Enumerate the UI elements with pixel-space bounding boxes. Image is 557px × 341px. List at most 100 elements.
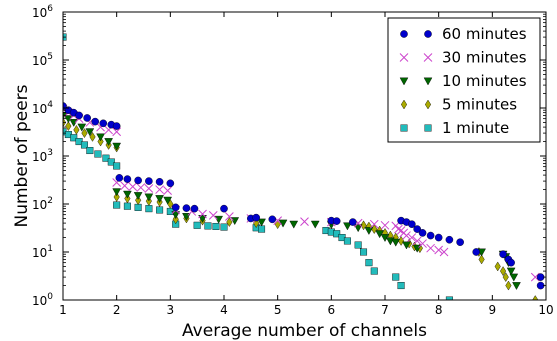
x-tick-label: 5: [274, 303, 282, 317]
data-point-60-minutes: [413, 225, 422, 233]
x-tick-label: 8: [435, 303, 443, 317]
y-tick-label: 104: [32, 100, 53, 116]
data-point-10-minutes: [198, 215, 207, 223]
data-point-5-minutes: [502, 272, 509, 282]
data-point-30-minutes: [120, 181, 130, 191]
data-point-5-minutes: [65, 121, 72, 131]
data-point-10-minutes: [509, 273, 519, 282]
legend-marker-30-minutes: [399, 53, 409, 62]
data-point-30-minutes: [163, 186, 173, 195]
data-point-1-minute: [94, 150, 102, 158]
data-point-60-minutes: [171, 203, 180, 212]
x-tick-label: 3: [167, 303, 175, 317]
data-point-10-minutes: [163, 196, 172, 205]
x-tick-label: 4: [220, 303, 228, 317]
legend-label-5-minutes: 5 minutes: [442, 96, 517, 114]
data-point-5-minutes: [97, 136, 104, 147]
data-point-5-minutes: [113, 192, 120, 202]
data-point-30-minutes: [369, 219, 379, 229]
legend-marker-30-minutes: [423, 53, 433, 62]
legend-marker-1-minute: [400, 124, 408, 132]
data-point-30-minutes: [412, 236, 422, 246]
data-point-5-minutes: [73, 125, 80, 135]
data-point-10-minutes: [104, 138, 113, 146]
x-tick-label: 10: [538, 303, 553, 317]
data-point-30-minutes: [426, 243, 435, 253]
y-tick-label: 100: [32, 292, 53, 308]
data-point-10-minutes: [353, 224, 363, 233]
legend-label-10-minutes: 10 minutes: [442, 72, 527, 90]
y-tick-label: 101: [32, 244, 53, 260]
legend-box: [387, 17, 541, 143]
data-point-1-minute: [123, 202, 131, 210]
data-point-1-minute: [70, 134, 78, 142]
x-tick-label: 6: [328, 303, 336, 317]
y-tick-label: 103: [32, 148, 53, 164]
data-point-60-minutes: [115, 174, 124, 182]
data-point-30-minutes: [155, 185, 164, 194]
data-point-10-minutes: [112, 142, 122, 151]
y-tick-label: 106: [32, 4, 53, 20]
data-point-30-minutes: [434, 245, 444, 255]
data-point-10-minutes: [77, 123, 87, 132]
data-point-1-minute: [365, 259, 373, 267]
data-point-1-minute: [80, 141, 88, 149]
data-point-30-minutes: [300, 217, 309, 226]
data-point-60-minutes: [190, 204, 199, 213]
series-1-minute: [63, 33, 453, 300]
data-point-30-minutes: [225, 212, 234, 221]
data-point-60-minutes: [268, 215, 277, 224]
data-point-10-minutes: [69, 119, 79, 127]
data-point-10-minutes: [155, 195, 164, 203]
data-point-10-minutes: [512, 282, 521, 290]
data-point-60-minutes: [499, 250, 507, 258]
data-point-1-minute: [113, 162, 121, 170]
data-point-1-minute: [392, 273, 400, 281]
legend-marker-60-minutes: [400, 30, 408, 38]
data-point-5-minutes: [398, 236, 405, 246]
data-point-60-minutes: [99, 119, 108, 128]
data-point-1-minute: [445, 296, 453, 300]
data-point-5-minutes: [500, 266, 507, 276]
data-point-10-minutes: [506, 267, 516, 276]
data-point-10-minutes: [171, 211, 181, 220]
data-point-30-minutes: [407, 233, 417, 242]
data-point-60-minutes: [166, 179, 175, 188]
data-point-5-minutes: [478, 254, 485, 265]
y-tick-label: 102: [32, 196, 53, 212]
data-point-1-minute: [360, 248, 368, 256]
data-point-5-minutes: [226, 217, 233, 227]
data-point-10-minutes: [214, 215, 223, 224]
data-point-1-minute: [397, 282, 405, 290]
data-point-10-minutes: [289, 220, 299, 229]
data-point-30-minutes: [394, 224, 403, 234]
legend-marker-1-minute: [424, 124, 432, 132]
data-point-5-minutes: [89, 132, 96, 142]
data-point-1-minute: [107, 158, 115, 166]
data-point-1-minute: [193, 221, 201, 229]
data-point-1-minute: [258, 225, 266, 233]
data-point-60-minutes: [83, 114, 91, 122]
data-point-30-minutes: [128, 182, 138, 191]
data-point-5-minutes: [505, 280, 512, 291]
y-tick-label: 105: [32, 52, 53, 68]
data-point-1-minute: [156, 206, 164, 214]
data-point-10-minutes: [144, 193, 154, 202]
data-point-60-minutes: [112, 122, 121, 130]
data-point-1-minute: [113, 201, 121, 209]
x-tick-label: 9: [489, 303, 497, 317]
data-point-1-minute: [102, 154, 110, 162]
data-point-60-minutes: [145, 177, 153, 185]
data-point-10-minutes: [364, 227, 374, 235]
data-point-1-minute: [86, 147, 94, 155]
data-point-10-minutes: [133, 192, 143, 200]
x-tick-label: 7: [381, 303, 389, 317]
data-point-60-minutes: [155, 178, 164, 186]
data-point-60-minutes: [434, 233, 443, 242]
data-point-30-minutes: [136, 183, 146, 192]
data-point-10-minutes: [123, 190, 132, 199]
data-point-5-minutes: [81, 128, 88, 138]
data-point-60-minutes: [182, 204, 191, 212]
data-point-30-minutes: [380, 220, 390, 230]
